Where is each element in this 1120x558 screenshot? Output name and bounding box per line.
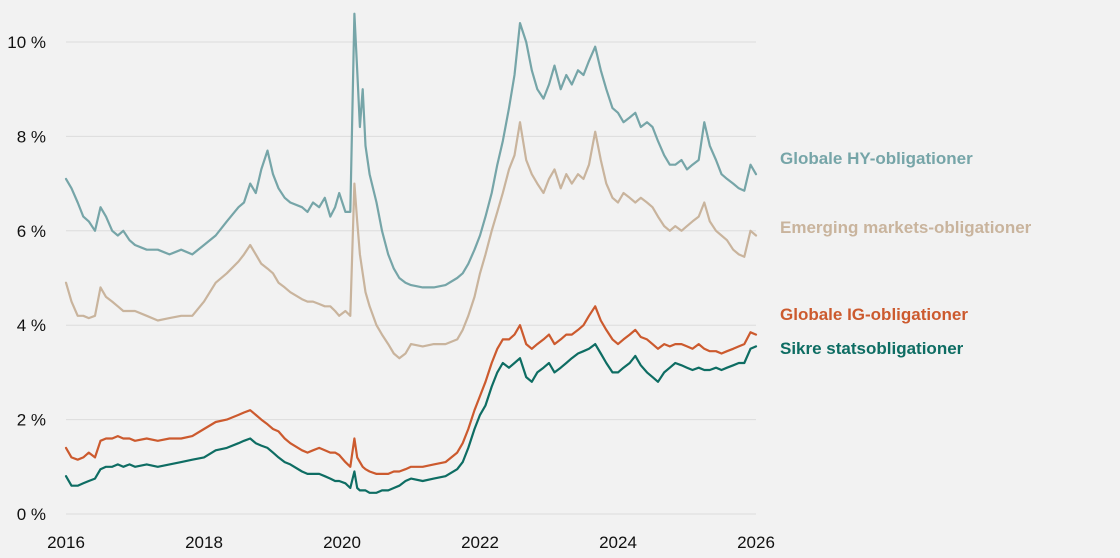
- series-label-3: Sikre statsobligationer: [780, 339, 964, 358]
- y-tick-label: 2 %: [17, 411, 46, 430]
- grid-layer: [66, 41, 756, 515]
- x-tick-label: 2024: [599, 533, 637, 552]
- series-label-2: Globale IG-obligationer: [780, 305, 968, 324]
- y-tick-label: 6 %: [17, 222, 46, 241]
- series-label-1: Emerging markets-obligationer: [780, 218, 1032, 237]
- series-line-0: [64, 12, 758, 289]
- series-labels: Globale HY-obligationer Emerging markets-…: [780, 149, 1032, 358]
- y-axis-tick-labels: 0 % 2 % 4 % 6 % 8 % 10 %: [7, 33, 46, 524]
- x-tick-label: 2016: [47, 533, 85, 552]
- x-axis-tick-labels: 2016 2018 2020 2022 2024 2026: [47, 533, 775, 552]
- series-line-2: [64, 305, 758, 475]
- series-line-1: [64, 121, 758, 360]
- series-label-0: Globale HY-obligationer: [780, 149, 973, 168]
- y-tick-label: 4 %: [17, 316, 46, 335]
- y-tick-label: 10 %: [7, 33, 46, 52]
- x-tick-label: 2018: [185, 533, 223, 552]
- x-tick-label: 2020: [323, 533, 361, 552]
- x-tick-label: 2026: [737, 533, 775, 552]
- series-line-3: [64, 343, 758, 494]
- y-tick-label: 0 %: [17, 505, 46, 524]
- y-tick-label: 8 %: [17, 127, 46, 146]
- series-layer: [64, 12, 758, 494]
- x-tick-label: 2022: [461, 533, 499, 552]
